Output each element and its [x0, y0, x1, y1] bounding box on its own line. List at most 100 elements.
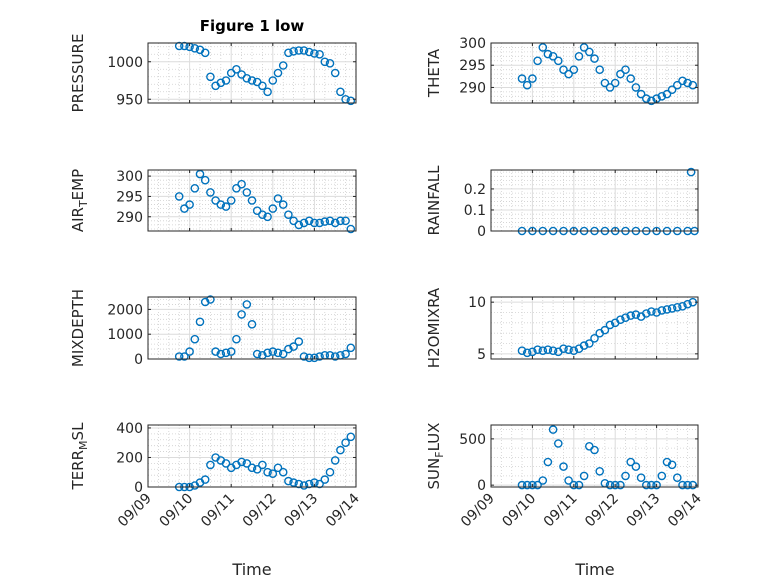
data-point — [330, 68, 340, 78]
panel-rainfall: 0 0.1 0.2 RAINFALL — [425, 165, 699, 240]
data-point — [621, 471, 630, 481]
y-tick-label: 0.1 — [464, 203, 486, 219]
data-point — [631, 462, 641, 471]
data-point — [605, 320, 615, 330]
data-point — [346, 432, 356, 442]
data-point — [330, 352, 340, 361]
data-point — [522, 348, 532, 358]
data-point — [263, 467, 272, 477]
panel-pressure: 950 1000 PRESSURE — [69, 34, 357, 112]
data-point — [667, 304, 677, 313]
data-point — [585, 339, 594, 348]
data-point — [569, 480, 579, 490]
data-point — [268, 76, 278, 85]
data-point — [330, 218, 340, 228]
data-point — [605, 83, 615, 92]
data-point — [221, 76, 231, 85]
data-point — [579, 341, 589, 350]
data-point — [528, 480, 537, 490]
data-point — [533, 480, 542, 490]
x-tick-label: 09/14 — [665, 490, 705, 530]
data-point — [621, 313, 630, 323]
data-point — [673, 473, 682, 483]
data-point — [341, 349, 350, 359]
axes-box — [147, 296, 357, 360]
data-point — [216, 349, 226, 359]
data-point — [304, 479, 314, 489]
y-tick-label: 300 — [116, 169, 143, 185]
data-point — [315, 479, 324, 489]
axes-box — [147, 169, 357, 232]
data-point — [320, 217, 330, 226]
data-point — [538, 346, 548, 356]
data-point — [595, 65, 605, 74]
data-point — [657, 92, 667, 101]
data-point — [688, 80, 698, 90]
y-axis-label: AIRTEMP — [69, 169, 90, 232]
axes-box — [147, 424, 357, 488]
data-point — [590, 445, 599, 455]
data-point — [289, 47, 298, 56]
data-point — [662, 305, 672, 314]
data-point — [284, 210, 293, 219]
data-point — [569, 65, 579, 74]
data-point — [678, 480, 687, 490]
y-axis-label: THETA — [425, 48, 443, 98]
data-point — [310, 353, 319, 363]
data-point — [652, 480, 661, 490]
data-point — [320, 475, 330, 484]
data-point — [626, 311, 636, 320]
data-point — [247, 463, 257, 473]
data-point — [263, 212, 272, 222]
data-point — [258, 460, 267, 470]
data-point — [678, 301, 687, 311]
data-point — [543, 49, 553, 59]
y-tick-label: 290 — [116, 210, 143, 226]
data-point — [299, 218, 309, 228]
data-point — [636, 89, 646, 99]
data-point — [517, 480, 527, 490]
data-point — [294, 337, 304, 346]
data-point — [299, 481, 309, 490]
data-point — [346, 224, 356, 234]
data-point — [579, 43, 589, 52]
data-point — [657, 471, 667, 481]
data-point — [559, 462, 568, 471]
data-point — [200, 175, 210, 185]
data-point — [336, 87, 345, 97]
y-tick-label: 5 — [477, 347, 486, 363]
data-point — [610, 78, 620, 88]
data-point — [600, 325, 610, 335]
data-point — [590, 333, 599, 343]
x-tick-label: 09/13 — [624, 491, 664, 531]
data-point — [258, 210, 267, 219]
y-tick-label: 0 — [134, 352, 143, 368]
data-point — [263, 348, 272, 358]
data-point — [626, 457, 636, 467]
data-point — [528, 74, 537, 83]
data-point — [278, 200, 288, 209]
data-point — [574, 480, 584, 490]
data-point — [200, 297, 210, 307]
data-point — [673, 302, 682, 312]
data-point — [174, 41, 184, 51]
axes-box — [490, 296, 699, 360]
data-point — [667, 85, 677, 94]
data-point — [569, 346, 579, 356]
data-point — [237, 179, 246, 189]
data-point — [247, 319, 257, 329]
data-point — [221, 348, 231, 358]
data-point — [616, 480, 625, 490]
data-point — [642, 94, 651, 103]
x-tick-label: 09/13 — [281, 491, 321, 531]
x-tick-label: 09/11 — [198, 491, 238, 531]
data-point — [278, 61, 288, 70]
data-point — [667, 460, 677, 470]
data-point — [564, 345, 573, 355]
data-point — [517, 346, 527, 356]
data-point — [226, 347, 236, 356]
data-point — [341, 216, 350, 226]
y-tick-label: 295 — [116, 189, 143, 205]
data-point — [273, 348, 283, 358]
data-point — [554, 439, 563, 448]
